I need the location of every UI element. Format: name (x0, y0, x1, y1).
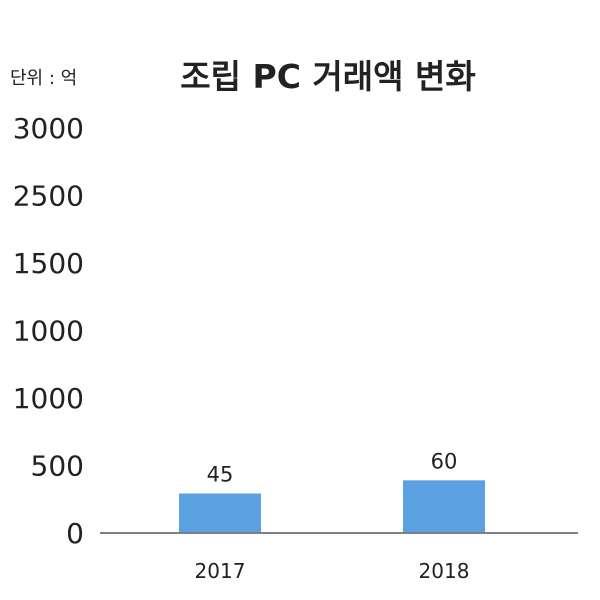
y-tick-label: 3000 (13, 112, 84, 145)
x-tick-label: 2017 (195, 559, 246, 583)
x-tick-label: 2018 (419, 559, 470, 583)
chart-title: 조립 PC 거래액 변화 (180, 57, 475, 96)
y-tick-label: 1000 (13, 382, 84, 415)
data-labels: 45 60 (207, 449, 458, 486)
x-axis-ticks: 2017 2018 (195, 559, 470, 583)
y-tick-label: 2500 (13, 180, 84, 213)
data-label: 45 (207, 463, 234, 487)
bar-2017 (179, 493, 261, 533)
y-tick-label: 0 (66, 517, 84, 550)
unit-label: 단위 : 억 (10, 68, 77, 89)
y-tick-label: 500 (31, 450, 84, 483)
y-tick-label: 1000 (13, 315, 84, 348)
data-label: 60 (431, 449, 458, 473)
bars (179, 480, 485, 533)
y-tick-label: 1500 (13, 247, 84, 280)
bar-2018 (403, 480, 485, 533)
y-axis-ticks: 0 500 1000 1000 1500 2500 3000 (13, 112, 84, 550)
